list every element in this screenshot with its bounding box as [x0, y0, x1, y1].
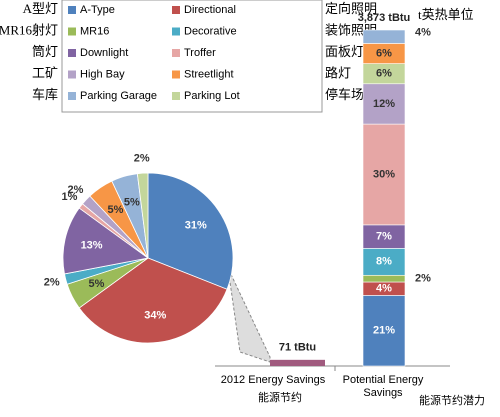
legend-label: Streetlight	[184, 68, 234, 80]
pie-slice	[136, 172, 149, 259]
legend-note: 路灯	[325, 65, 351, 80]
legend-label: Directional	[184, 4, 236, 16]
legend-note: 筒灯	[32, 44, 58, 59]
legend-label: Troffer	[184, 47, 216, 59]
legend-note: A型灯	[23, 1, 58, 16]
data-label: 2%	[68, 184, 84, 196]
legend-label: Parking Garage	[80, 90, 157, 102]
legend-note: MR16射灯	[0, 22, 58, 37]
data-label: 5%	[124, 196, 140, 208]
data-label: 4%	[376, 283, 392, 295]
legend-swatch	[68, 27, 76, 36]
data-label: 1%	[61, 191, 77, 203]
data-label: 2%	[134, 153, 150, 165]
legend-note: 面板灯	[325, 44, 364, 59]
legend-swatch	[172, 6, 180, 14]
data-label: 4%	[415, 27, 431, 39]
legend-label: Downlight	[80, 47, 128, 59]
data-label: 7%	[376, 231, 392, 243]
bar-segment	[362, 295, 406, 367]
data-label: 30%	[373, 168, 395, 180]
note: 能源节约	[258, 392, 302, 404]
data-label: 12%	[373, 98, 395, 110]
legend-note: 停车场	[325, 87, 364, 102]
pie-slice	[78, 257, 228, 344]
legend-swatch	[68, 49, 76, 57]
legend-note: 定向照明	[325, 1, 377, 16]
data-label: 5%	[108, 204, 124, 216]
total-label: 3,873 tBtu	[358, 12, 411, 24]
data-label: 13%	[81, 239, 103, 251]
legend-note: 车库	[32, 87, 58, 102]
x-tick-label: 2012 Energy Savings	[220, 374, 326, 386]
legend-label: Parking Lot	[184, 90, 240, 102]
x-tick-label: Potential Energy Savings	[342, 374, 424, 399]
data-label: 34%	[144, 309, 166, 321]
legend-note: 工矿	[32, 65, 58, 80]
data-label: 8%	[376, 256, 392, 268]
bar-segment	[362, 274, 406, 283]
note: 能源节约潜力	[419, 395, 485, 407]
data-label: 6%	[376, 68, 392, 80]
legend-label: High Bay	[80, 68, 125, 80]
data-label: 6%	[376, 47, 392, 59]
pie-slice	[147, 172, 234, 290]
bar-segment	[362, 83, 406, 125]
bar-segment	[362, 248, 406, 276]
data-label: 2%	[415, 273, 431, 285]
legend-swatch	[172, 70, 180, 79]
legend-swatch	[172, 27, 180, 36]
bar-segment	[362, 123, 406, 226]
data-label: 21%	[373, 325, 395, 337]
data-label: 2%	[44, 277, 60, 289]
legend-box	[61, 0, 323, 113]
total-label: 71 tBtu	[279, 342, 316, 354]
bar	[270, 359, 325, 366]
legend-label: A-Type	[80, 4, 115, 16]
legend-label: MR16	[80, 25, 109, 37]
data-label: 5%	[89, 278, 105, 290]
legend-swatch	[68, 92, 76, 100]
bar-segment	[362, 29, 406, 44]
connector	[227, 267, 271, 363]
data-label: 31%	[185, 219, 207, 231]
legend-swatch	[172, 49, 180, 57]
pie-slice	[62, 207, 149, 275]
legend-swatch	[172, 92, 180, 100]
legend-label: Decorative	[184, 25, 237, 37]
unit-note: t英热单位	[418, 7, 474, 22]
legend-swatch	[68, 70, 76, 79]
legend-swatch	[68, 6, 76, 14]
